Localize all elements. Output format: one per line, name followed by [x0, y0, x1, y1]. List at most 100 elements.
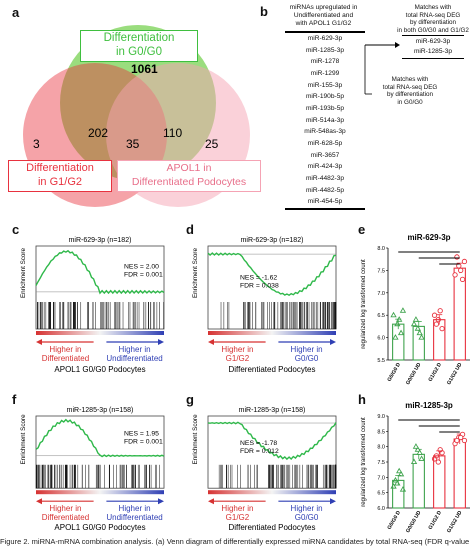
gsea-svg: miR-1285-3p (n=158) Enrichment Score NES =…: [192, 407, 337, 532]
bar-chart-ytick: 8.0: [377, 246, 385, 252]
data-point: [414, 325, 421, 331]
gsea-nes: NES = -1.78: [240, 440, 277, 447]
bar-chart-xtick: G0/G0 UD: [405, 362, 422, 386]
data-point: [390, 483, 397, 489]
gsea-fdr: FDR = 0.038: [240, 282, 279, 289]
mirna-list: miR-629-3p miR-1285-3p miR-1278 miR-1299 miR…: [285, 33, 365, 208]
gsea-left-label: Higher in: [49, 345, 81, 354]
panel-label-c: c: [12, 222, 20, 237]
data-point: [392, 334, 399, 340]
gsea-left-label: G1/G2: [226, 513, 250, 522]
gsea-curve: [35, 418, 165, 458]
gsea-nes: NES = -1.62: [240, 274, 277, 281]
gsea-title: miR-1285-3p (n=158): [67, 407, 134, 414]
venn-count-all: 35: [126, 137, 140, 151]
gsea-fdr: FDR = 0.012: [240, 448, 279, 455]
gsea-bottom-label: APOL1 G0/G0 Podocytes: [54, 365, 145, 374]
mirna-list-item: miR-454-5p: [307, 198, 343, 206]
venn-count-red-green: 202: [88, 126, 108, 140]
data-point: [433, 321, 440, 327]
gsea-left-label: Differentiated: [42, 354, 89, 363]
data-point: [392, 476, 399, 483]
venn-count-green-only: 1061: [131, 62, 158, 76]
venn-count-pink-only: 25: [205, 137, 219, 151]
panel-label-d: d: [186, 222, 194, 237]
gsea-nes: NES = 2.00: [124, 264, 159, 271]
gsea-right-label: Undifferentiated: [106, 513, 162, 522]
panel-label-e: e: [358, 222, 366, 237]
bar-chart-ytick: 5.5: [377, 358, 385, 364]
gsea-left-label: G1/G2: [226, 354, 250, 363]
panel-label-b: b: [260, 4, 268, 19]
mirna-list-item: miR-155-3p: [307, 81, 343, 89]
match-g0-label: Matches with total RNA-seq DEG by differ…: [382, 76, 438, 106]
gsea-left-label: Higher in: [221, 345, 253, 354]
bar-chart-xtick: G1/G2 UD: [446, 510, 463, 534]
gsea-svg: miR-1285-3p (n=158) Enrichment Score NES =…: [20, 407, 165, 532]
data-point: [396, 467, 403, 474]
gsea-bottom-label: Differentiated Podocytes: [228, 523, 315, 532]
data-point: [416, 449, 423, 455]
match-both-label: Matches with total RNA-seq DEG by differ…: [397, 4, 469, 34]
data-point: [399, 307, 407, 313]
mirna-list-item: miR-193b-5p: [305, 105, 345, 112]
data-point: [439, 325, 445, 332]
bar-chart-xtick: G1/G2 D: [428, 510, 444, 531]
gsea-title: miR-629-3p (n=182): [241, 237, 304, 244]
gsea-svg: miR-629-3p (n=182) Enrichment Score NES = …: [192, 237, 337, 374]
data-point: [435, 459, 441, 465]
gsea-rank-gradient: [208, 490, 336, 495]
bar-chart-ytick: 7.5: [377, 268, 385, 274]
gsea-right-label: Higher in: [291, 504, 323, 513]
data-point: [458, 434, 464, 441]
bar-chart-xtick: G1/G2 D: [428, 362, 444, 383]
bar-chart-xtick: G1/G2 UD: [446, 362, 463, 386]
mirna-list-item: miR-4482-5p: [305, 186, 345, 194]
data-point: [458, 267, 464, 274]
mirna-list-item: miR-3657: [310, 151, 340, 159]
gsea-svg: miR-629-3p (n=182) Enrichment Score NES = …: [20, 237, 165, 374]
gsea-left-label: Higher in: [49, 504, 81, 513]
bar-chart-xtick: G0/G0 D: [387, 362, 403, 383]
gsea-curve: [207, 421, 337, 461]
bar-chart-ytick: 9.0: [377, 414, 385, 420]
data-point: [452, 272, 458, 278]
data-point: [461, 258, 468, 265]
data-point: [399, 486, 407, 492]
gsea-ylabel: Enrichment Score: [192, 414, 199, 465]
bar-chart-e: miR-629-3p regularized log transformed co…: [361, 233, 470, 386]
panel-label-h: h: [358, 392, 366, 407]
bar-chart-h: miR-1285-3p regularized log transformed c…: [361, 401, 470, 534]
data-point: [437, 308, 443, 314]
venn-count-red-only: 3: [33, 137, 40, 151]
data-point: [394, 320, 401, 327]
match-arrows: [364, 42, 400, 95]
gsea-plot-d: miR-629-3p (n=182) Enrichment Score NES = …: [190, 232, 350, 382]
bar-chart-ytick: 7.5: [377, 460, 385, 466]
gsea-fdr: FDR = 0.001: [124, 439, 163, 446]
gsea-right-label: G0/G0: [295, 354, 319, 363]
mirna-list-item: miR-4482-3p: [305, 175, 345, 182]
bar-chart-ylabel: regularized log transformed count: [361, 259, 367, 349]
gsea-title: miR-1285-3p (n=158): [239, 407, 306, 414]
gsea-ylabel: Enrichment Score: [192, 247, 199, 298]
data-point: [412, 316, 420, 322]
gsea-nes: NES = 1.95: [124, 431, 159, 438]
gsea-right-label: Higher in: [119, 504, 151, 513]
mirna-list-item: miR-424-3p: [307, 163, 343, 171]
gsea-ylabel: Enrichment Score: [20, 247, 27, 298]
panel-label-g: g: [186, 392, 194, 407]
mirna-list-item: miR-514a-3p: [305, 116, 345, 124]
bar-chart-ytick: 6.5: [377, 313, 385, 319]
bar-chart-ytick: 7.0: [377, 475, 385, 481]
data-point: [433, 453, 440, 459]
bar-chart-ytick: 8.5: [377, 429, 385, 435]
data-point: [394, 479, 401, 486]
venn-label-green: Differentiation in G0/G0: [80, 30, 198, 62]
gsea-ylabel: Enrichment Score: [20, 414, 27, 465]
bar: [453, 438, 466, 509]
data-point: [454, 254, 460, 260]
data-point: [412, 443, 420, 449]
bar-chart-title: miR-1285-3p: [405, 401, 453, 410]
data-point: [454, 437, 460, 444]
